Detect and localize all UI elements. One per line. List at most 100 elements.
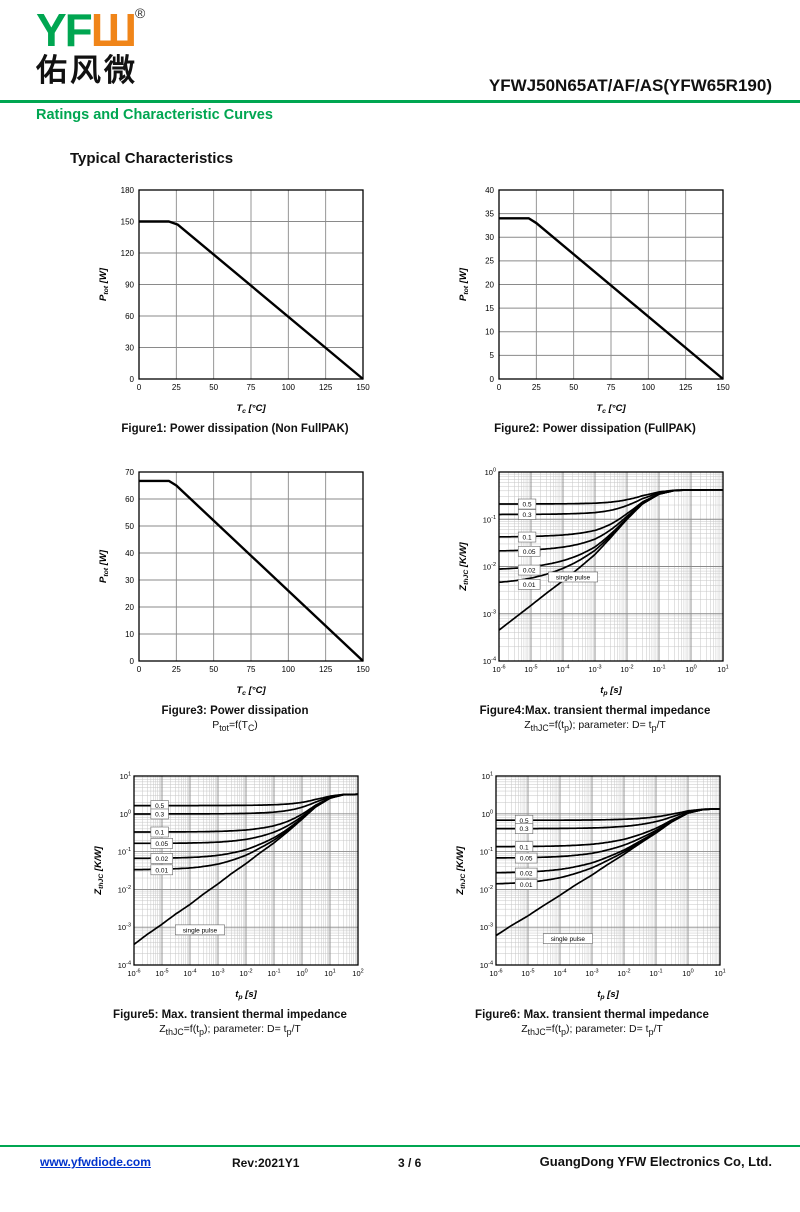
logo-chinese-name: 佑风微 (36, 53, 138, 88)
svg-text:Ptot [W]: Ptot [W] (98, 267, 110, 301)
figure1-chart: 0 25 50 75 100 125 150 0 30 60 90 120 150 180 Tc [°C] P… (95, 180, 375, 415)
svg-text:Tc [°C]: Tc [°C] (596, 403, 626, 415)
svg-text:125: 125 (319, 383, 333, 392)
svg-text:30: 30 (125, 576, 134, 585)
svg-text:10-4: 10-4 (483, 657, 496, 667)
svg-text:101: 101 (717, 665, 728, 675)
svg-text:101: 101 (324, 969, 335, 979)
logo-wordmark: YFШ® (36, 6, 145, 53)
svg-text:0.01: 0.01 (523, 582, 536, 589)
svg-text:100: 100 (296, 969, 307, 979)
section-title: Ratings and Characteristic Curves (36, 107, 273, 123)
svg-text:Ptot [W]: Ptot [W] (98, 549, 110, 583)
figure5-caption: Figure5: Max. transient thermal impedanc… (113, 1009, 347, 1021)
svg-text:0: 0 (130, 375, 135, 384)
footer-revision: Rev:2021Y1 (232, 1156, 300, 1170)
svg-text:tp [s]: tp [s] (600, 685, 622, 697)
svg-text:120: 120 (121, 249, 135, 258)
svg-text:180: 180 (121, 186, 135, 195)
svg-text:100: 100 (682, 969, 693, 979)
svg-text:10-2: 10-2 (239, 969, 252, 979)
svg-text:10-3: 10-3 (211, 969, 224, 979)
svg-text:15: 15 (485, 304, 494, 313)
svg-text:10-4: 10-4 (480, 961, 493, 971)
figure4-block: 10-6 10-5 10-4 10-3 10-2 10-1 100 101 10-4 10-3 10… (445, 462, 745, 734)
svg-text:10-1: 10-1 (483, 515, 496, 525)
svg-text:0.02: 0.02 (155, 856, 168, 863)
svg-text:10-3: 10-3 (480, 923, 493, 933)
page-heading: Typical Characteristics (70, 150, 234, 167)
svg-text:0.1: 0.1 (155, 830, 164, 837)
svg-text:0.02: 0.02 (520, 871, 533, 878)
figure4-subtitle: ZthJC=f(tp); parameter: D= tp/T (524, 719, 666, 734)
svg-text:ZthJC [K/W]: ZthJC [K/W] (93, 845, 105, 895)
svg-text:10-1: 10-1 (649, 969, 662, 979)
svg-text:10-4: 10-4 (118, 961, 131, 971)
svg-text:0.01: 0.01 (520, 882, 533, 889)
svg-text:100: 100 (482, 809, 493, 819)
footer-divider (0, 1145, 800, 1147)
svg-text:25: 25 (172, 383, 181, 392)
svg-text:0.5: 0.5 (155, 803, 164, 810)
registered-trademark-icon: ® (135, 5, 146, 21)
svg-text:90: 90 (125, 280, 134, 289)
svg-text:10-1: 10-1 (652, 665, 665, 675)
svg-text:10-2: 10-2 (617, 969, 630, 979)
svg-text:tp [s]: tp [s] (235, 989, 257, 1001)
svg-text:0: 0 (130, 657, 135, 666)
svg-text:70: 70 (125, 468, 134, 477)
svg-text:0.1: 0.1 (520, 844, 529, 851)
svg-text:10: 10 (125, 630, 134, 639)
figure6-caption: Figure6: Max. transient thermal impedanc… (475, 1009, 709, 1021)
svg-text:0: 0 (137, 383, 142, 392)
figure3-subtitle: Ptot=f(TC) (212, 719, 258, 734)
svg-text:125: 125 (679, 383, 693, 392)
svg-text:0: 0 (490, 375, 495, 384)
figure3-block: 0 25 50 75 100 125 150 0 10 20 30 40 50 60 70 Tc [°C] Pt… (85, 462, 385, 733)
figure5-block: 10-6 10-5 10-4 10-3 10-2 10-1 100 101 102 10-4 10-… (80, 766, 380, 1038)
svg-text:30: 30 (125, 343, 134, 352)
svg-text:30: 30 (485, 233, 494, 242)
svg-text:60: 60 (125, 495, 134, 504)
svg-text:25: 25 (172, 665, 181, 674)
svg-text:10-3: 10-3 (585, 969, 598, 979)
svg-text:101: 101 (120, 772, 131, 782)
svg-text:150: 150 (356, 665, 370, 674)
svg-text:100: 100 (642, 383, 656, 392)
svg-text:10-4: 10-4 (553, 969, 566, 979)
figure4-caption: Figure4:Max. transient thermal impedance (479, 705, 711, 717)
svg-text:150: 150 (356, 383, 370, 392)
svg-text:40: 40 (485, 186, 494, 195)
svg-text:100: 100 (485, 468, 496, 478)
svg-text:single pulse: single pulse (183, 927, 218, 934)
svg-text:10-2: 10-2 (620, 665, 633, 675)
svg-text:0.1: 0.1 (523, 535, 532, 542)
svg-text:50: 50 (209, 383, 218, 392)
header-divider (0, 100, 800, 103)
figure1-caption: Figure1: Power dissipation (Non FullPAK) (121, 423, 349, 435)
svg-text:75: 75 (247, 665, 256, 674)
svg-text:60: 60 (125, 312, 134, 321)
svg-text:5: 5 (490, 351, 495, 360)
svg-text:Tc [°C]: Tc [°C] (236, 403, 266, 415)
svg-text:0.05: 0.05 (523, 549, 536, 556)
svg-text:35: 35 (485, 209, 494, 218)
svg-text:100: 100 (282, 383, 296, 392)
svg-text:125: 125 (319, 665, 333, 674)
svg-text:20: 20 (125, 603, 134, 612)
svg-text:10-4: 10-4 (556, 665, 569, 675)
figure6-subtitle: ZthJC=f(tp); parameter: D= tp/T (521, 1023, 663, 1038)
svg-text:102: 102 (352, 969, 363, 979)
svg-text:100: 100 (120, 809, 131, 819)
figure2-block: 0 25 50 75 100 125 150 0 5 10 15 20 25 30 35 40 Tc [°C] P… (445, 180, 745, 435)
figure5-chart: 10-6 10-5 10-4 10-3 10-2 10-1 100 101 102 10-4 10-… (90, 766, 370, 1002)
svg-text:10-1: 10-1 (267, 969, 280, 979)
svg-text:10-3: 10-3 (483, 609, 496, 619)
footer-website-link[interactable]: www.yfwdiode.com (40, 1155, 151, 1169)
svg-text:0.05: 0.05 (520, 856, 533, 863)
svg-text:Tc [°C]: Tc [°C] (236, 685, 266, 697)
svg-text:Ptot [W]: Ptot [W] (458, 267, 470, 301)
footer-company-name: GuangDong YFW Electronics Co, Ltd. (539, 1154, 772, 1169)
svg-text:0.5: 0.5 (520, 818, 529, 825)
svg-text:10-3: 10-3 (118, 923, 131, 933)
